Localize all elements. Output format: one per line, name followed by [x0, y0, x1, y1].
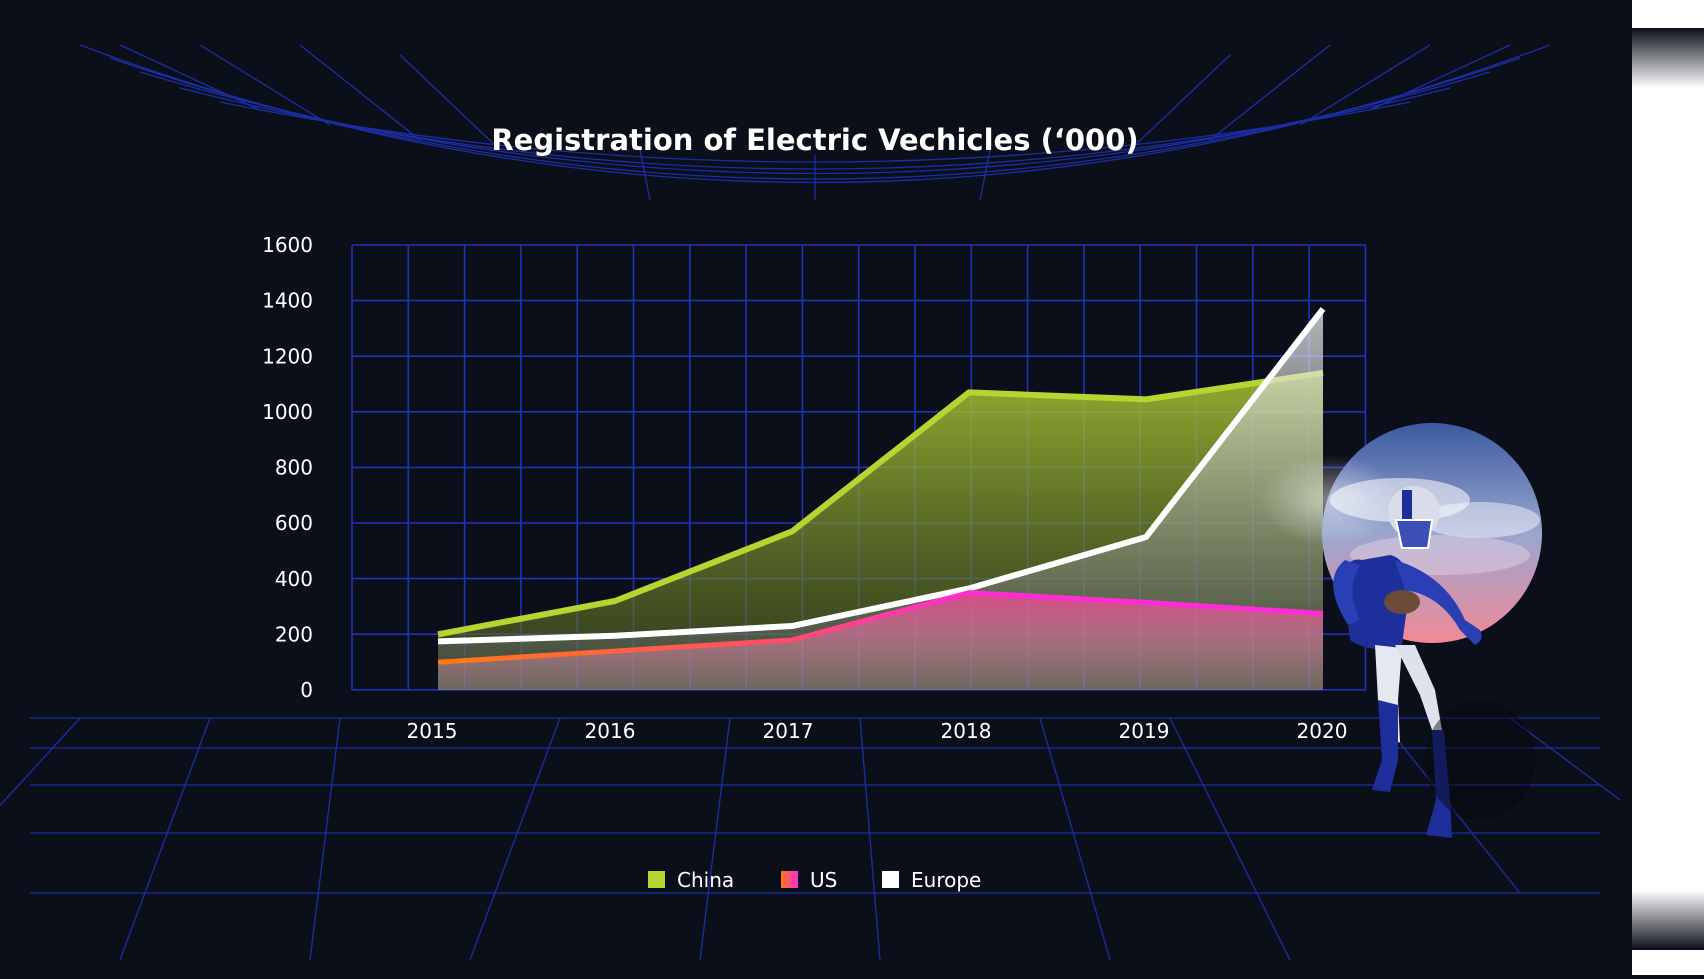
- x-tick-label: 2017: [763, 719, 814, 743]
- legend-label-china: China: [677, 868, 734, 892]
- arena-spoke: [199, 44, 331, 126]
- y-tick-label: 1400: [262, 289, 313, 313]
- football-player-icon: [1260, 423, 1542, 838]
- x-tick-label: 2018: [941, 719, 992, 743]
- right-edge-fade-top: [1632, 28, 1704, 88]
- floor-line: [469, 717, 561, 961]
- arena-spoke: [299, 44, 421, 141]
- floor-line: [1169, 717, 1291, 961]
- y-tick-label: 0: [300, 678, 313, 702]
- arena-spoke: [1129, 54, 1231, 151]
- floor-line: [1039, 717, 1111, 961]
- x-tick-label: 2020: [1297, 719, 1348, 743]
- line-europe: [437, 307, 1326, 645]
- arena-spoke: [1369, 44, 1511, 111]
- arena-grid-top: [79, 44, 1551, 201]
- arena-spoke: [119, 44, 261, 111]
- line-china: [437, 369, 1324, 638]
- chart-title: Registration of Electric Vechicles (‘000…: [491, 123, 1138, 157]
- line-us: [437, 590, 1324, 665]
- y-tick-label: 400: [275, 567, 313, 591]
- floor-line: [859, 717, 881, 961]
- area-europe: [438, 308, 1323, 690]
- arena-spoke: [399, 54, 501, 151]
- x-tick-label: 2016: [585, 719, 636, 743]
- series-areas: [437, 307, 1326, 690]
- right-edge-panel: [1632, 0, 1704, 975]
- y-tick-label: 800: [275, 456, 313, 480]
- floor-line: [119, 717, 211, 961]
- y-axis: 0 200 400 600 800 1000 1200 1400 1600: [262, 233, 313, 702]
- floor-line: [309, 717, 341, 961]
- y-tick-label: 600: [275, 511, 313, 535]
- y-tick-label: 1200: [262, 344, 313, 368]
- arena-spoke: [639, 149, 651, 201]
- arena-spoke: [979, 149, 991, 201]
- x-tick-label: 2015: [407, 719, 458, 743]
- legend-swatch-europe: [882, 871, 899, 888]
- legend-label-us: US: [810, 868, 837, 892]
- legend-swatch-china: [648, 871, 665, 888]
- legend-swatch-us: [781, 871, 798, 888]
- right-edge-fade-bottom: [1632, 890, 1704, 950]
- area-us: [438, 592, 1323, 690]
- arena-spoke: [1209, 44, 1331, 141]
- floor-line: [1509, 717, 1621, 801]
- legend: China US Europe: [648, 868, 981, 892]
- floor-line: [699, 717, 731, 961]
- y-tick-label: 1000: [262, 400, 313, 424]
- floor-grid: [0, 717, 1621, 961]
- x-axis: 2015 2016 2017 2018 2019 2020: [407, 719, 1348, 743]
- legend-label-europe: Europe: [911, 868, 981, 892]
- floor-line: [0, 717, 81, 807]
- y-tick-label: 1600: [262, 233, 313, 257]
- arena-spoke: [1299, 44, 1431, 126]
- x-tick-label: 2019: [1119, 719, 1170, 743]
- y-tick-label: 200: [275, 622, 313, 646]
